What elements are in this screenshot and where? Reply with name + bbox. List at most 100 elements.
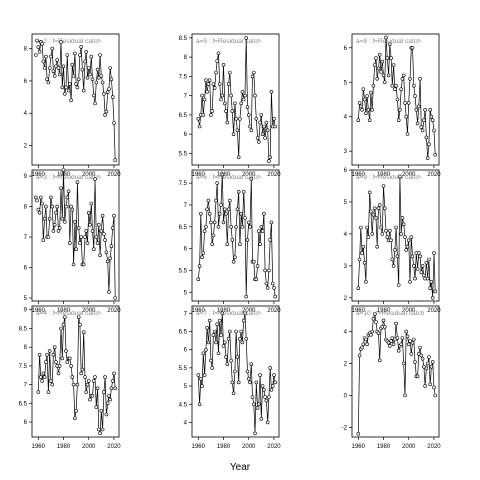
- data-point: [63, 315, 67, 320]
- x-tick-label: 1980: [217, 308, 231, 314]
- data-point: [258, 120, 262, 125]
- data-point: [97, 75, 101, 80]
- data-point: [263, 136, 267, 140]
- data-point: [393, 87, 397, 91]
- y-tick-label: 2: [344, 362, 348, 368]
- data-point: [428, 108, 433, 112]
- data-point: [61, 322, 66, 327]
- data-point: [51, 352, 56, 357]
- data-point: [371, 212, 376, 217]
- data-point: [71, 74, 76, 78]
- data-point: [66, 88, 71, 93]
- data-point: [429, 279, 434, 284]
- data-point: [108, 256, 112, 261]
- data-point: [61, 168, 66, 172]
- data-point: [46, 235, 51, 239]
- data-point: [364, 279, 368, 284]
- data-point: [55, 204, 60, 209]
- data-point: [420, 128, 425, 133]
- y-tick-label: 6: [24, 265, 28, 271]
- data-point: [56, 66, 61, 70]
- data-point: [54, 360, 58, 364]
- data-point: [422, 273, 426, 278]
- panel-3: a=8 : f=Residual catch 3 4 5 6 1960 1980 2000 20…: [344, 33, 441, 178]
- data-point: [196, 373, 201, 377]
- data-point: [197, 402, 202, 407]
- data-point: [264, 120, 269, 125]
- data-point: [216, 51, 221, 56]
- data-point: [414, 108, 419, 112]
- x-tick-label: 1980: [217, 444, 231, 450]
- panel-title: a=3 : f=Residual catch: [36, 174, 101, 181]
- data-point: [258, 373, 262, 377]
- data-point: [372, 63, 377, 67]
- data-point: [410, 340, 415, 345]
- data-point: [361, 87, 366, 91]
- data-point: [369, 209, 373, 214]
- plot-frame: [31, 305, 120, 438]
- data-point: [107, 393, 111, 398]
- data-point: [60, 85, 65, 90]
- data-point: [256, 402, 261, 407]
- data-point: [44, 54, 48, 59]
- data-point: [249, 176, 254, 181]
- data-point: [78, 322, 82, 327]
- data-point: [230, 109, 235, 113]
- data-point: [380, 59, 385, 64]
- y-tick-label: 4: [184, 420, 188, 426]
- y-tick-label: 6.5: [179, 113, 188, 119]
- y-tick-label: 9: [24, 174, 28, 180]
- data-point: [250, 74, 255, 79]
- data-point: [224, 211, 228, 216]
- data-point: [358, 104, 363, 109]
- data-point: [95, 67, 100, 72]
- data-point: [404, 114, 409, 119]
- data-point: [200, 384, 204, 388]
- data-point: [379, 225, 383, 230]
- data-point: [360, 345, 364, 350]
- data-point: [255, 136, 260, 140]
- panel-7: a=4 : f=Residual catch 6 6.5 7 7.5 8 8.5 9 1960 1…: [19, 305, 121, 450]
- data-point: [395, 97, 400, 102]
- data-point: [202, 97, 207, 102]
- x-tick-label: 1960: [192, 308, 206, 314]
- data-point: [230, 238, 235, 242]
- data-point: [199, 376, 203, 381]
- data-point: [57, 72, 62, 77]
- data-point: [262, 124, 266, 129]
- y-tick-label: 7: [184, 94, 188, 100]
- data-point: [230, 380, 235, 385]
- data-point: [396, 283, 401, 287]
- data-point: [226, 82, 231, 86]
- data-point: [103, 238, 107, 242]
- data-point: [263, 395, 267, 399]
- data-point: [413, 94, 417, 98]
- data-point: [395, 336, 400, 340]
- x-tick-label: 2020: [427, 172, 441, 178]
- data-point: [224, 109, 228, 113]
- data-point: [394, 321, 398, 326]
- data-point: [50, 204, 55, 209]
- data-point: [89, 54, 94, 59]
- data-point: [246, 113, 251, 117]
- data-point: [206, 198, 211, 203]
- data-point: [420, 356, 425, 361]
- data-point: [209, 358, 213, 363]
- data-point: [249, 362, 254, 367]
- data-point: [269, 90, 274, 94]
- data-point: [380, 232, 385, 236]
- data-point: [52, 74, 57, 78]
- y-tick-label: 6: [184, 132, 188, 138]
- y-tick-label: 6: [344, 46, 348, 52]
- data-point: [33, 53, 38, 57]
- data-point: [387, 344, 392, 348]
- x-tick-label: 1960: [32, 172, 46, 178]
- panel-title: a=7 : f=Residual catch: [196, 310, 261, 317]
- data-point: [206, 82, 211, 86]
- data-point: [401, 73, 406, 78]
- data-point: [418, 77, 422, 81]
- data-point: [81, 88, 86, 93]
- data-point: [105, 259, 110, 264]
- data-point: [391, 264, 396, 268]
